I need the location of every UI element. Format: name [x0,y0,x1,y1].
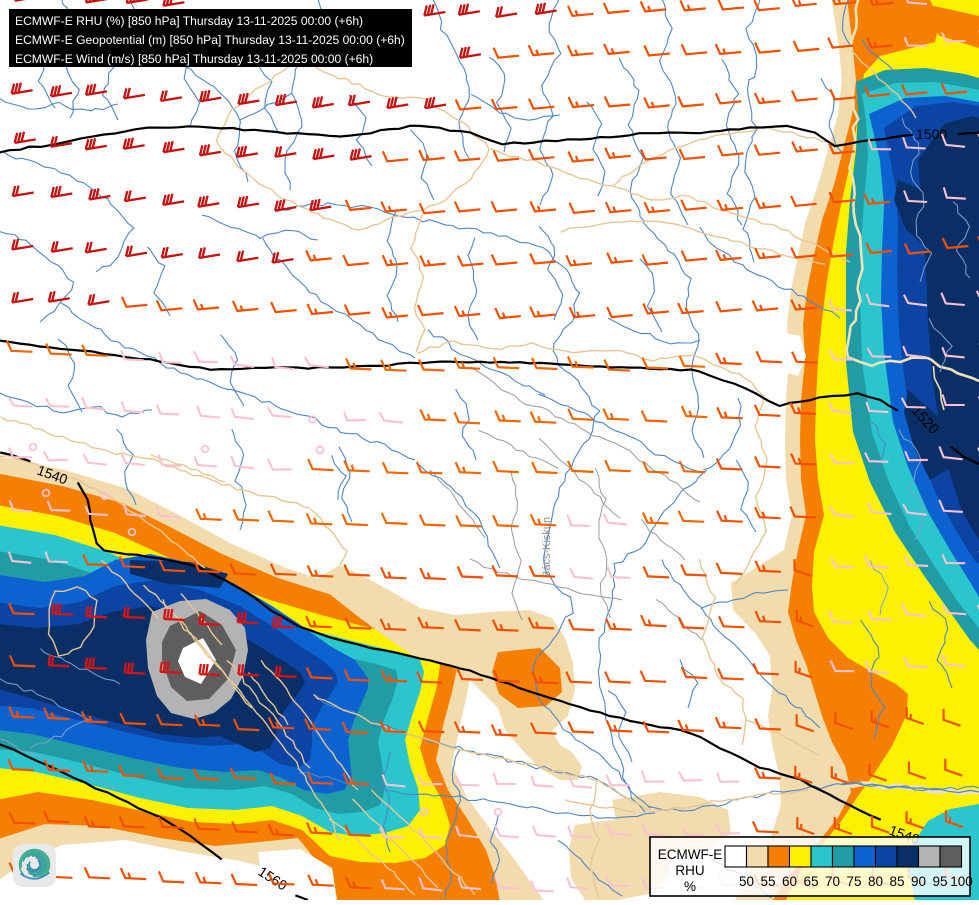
svg-text:ECMWF-E Wind (m/s) [850 hPa] T: ECMWF-E Wind (m/s) [850 hPa] Thursday 13… [15,52,373,66]
svg-text:55: 55 [760,874,775,889]
svg-text:100: 100 [950,874,973,889]
svg-text:70: 70 [825,874,840,889]
svg-text:60: 60 [782,874,797,889]
svg-text:ECMWF-E Geopotential (m) [850: ECMWF-E Geopotential (m) [850 hPa] Thurs… [15,33,405,47]
svg-text:80: 80 [868,874,883,889]
svg-text:Bács-Kiskun: Bács-Kiskun [541,517,553,578]
svg-text:85: 85 [889,874,904,889]
svg-text:90: 90 [911,874,926,889]
svg-text:ECMWF-E RHU (%) [850 hPa] Thur: ECMWF-E RHU (%) [850 hPa] Thursday 13-11… [15,14,363,28]
svg-text:1500: 1500 [916,126,947,142]
svg-text:65: 65 [803,874,818,889]
svg-text:RHU: RHU [675,863,704,878]
svg-text:50: 50 [739,874,754,889]
svg-text:95: 95 [932,874,947,889]
svg-text:%: % [684,879,696,894]
svg-text:75: 75 [846,874,861,889]
svg-text:ECMWF-E: ECMWF-E [658,847,723,862]
